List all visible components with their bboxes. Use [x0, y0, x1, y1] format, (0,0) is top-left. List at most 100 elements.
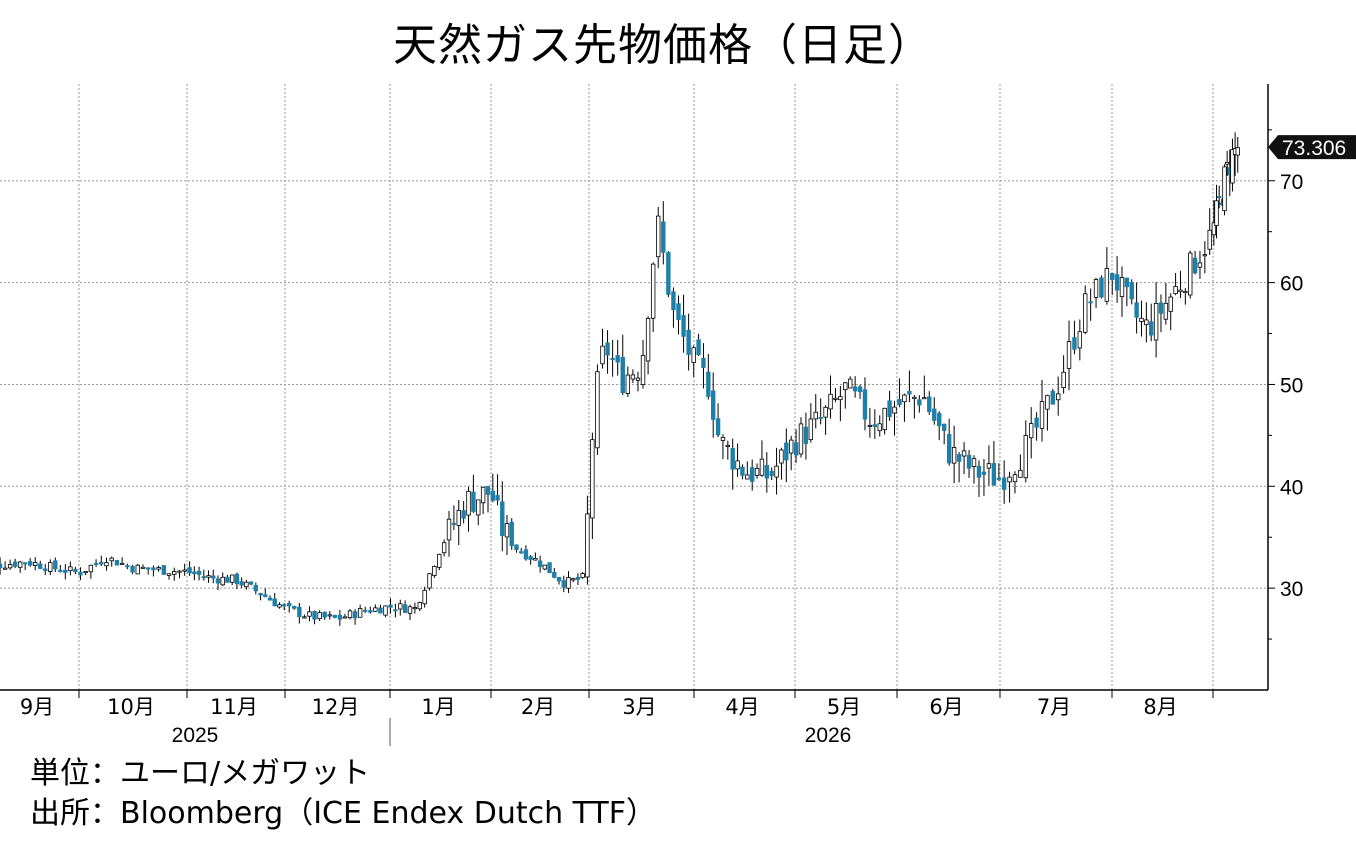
candle-body — [981, 471, 987, 475]
candle-body — [211, 575, 216, 579]
axes: 30 40 50 60 70 9月 10月 11月 12月 1月 2月 3月 4月 5月 6月 7月 8月 202… — [0, 84, 1356, 747]
candle-body — [1034, 417, 1039, 428]
candle-body — [917, 399, 922, 406]
candle-body — [892, 406, 897, 414]
candle-body — [759, 458, 765, 476]
candle-body — [927, 396, 932, 412]
candles — [0, 132, 1240, 626]
candle-body — [610, 358, 615, 361]
candle-body — [774, 465, 779, 478]
candle-body — [691, 347, 696, 363]
candle-body — [862, 389, 868, 420]
source-note: 出所：Bloomberg（ICE Endex Dutch TTF） — [30, 796, 657, 831]
candle-body — [277, 604, 282, 608]
candle-body — [887, 400, 892, 418]
month-label: 1月 — [421, 695, 455, 719]
candle-body — [640, 355, 646, 385]
candle-body — [140, 566, 146, 569]
candle-body — [1207, 229, 1212, 250]
candle-body — [764, 465, 770, 479]
candle-body — [1222, 166, 1227, 212]
candle-body — [83, 571, 88, 574]
candle-body — [412, 607, 418, 610]
candle-body — [784, 442, 789, 461]
y-tick-label: 70 — [1280, 171, 1303, 194]
candle-body — [402, 604, 408, 614]
candle-body — [302, 616, 307, 619]
candle-body — [471, 491, 476, 512]
candle-body — [258, 592, 263, 596]
candle-body — [1134, 302, 1139, 318]
candle-body — [272, 598, 277, 607]
candle-body — [192, 571, 197, 575]
candle-body — [229, 574, 235, 583]
candle-body — [1110, 272, 1115, 280]
candle-body — [951, 447, 957, 464]
candle-body — [17, 561, 23, 568]
month-label: 2月 — [521, 695, 555, 719]
candle-body — [347, 610, 353, 619]
candle-body — [600, 345, 605, 365]
candle-body — [740, 466, 745, 476]
candle-body — [135, 564, 140, 575]
candle-body — [177, 570, 182, 573]
candle-body — [104, 562, 109, 567]
candle-body — [1124, 277, 1130, 288]
candle-body — [427, 573, 432, 589]
candle-body — [337, 614, 343, 620]
candle-body — [1139, 317, 1144, 322]
candle-body — [456, 510, 461, 526]
candle-body — [312, 611, 317, 620]
candle-body — [292, 605, 297, 609]
candle-body — [509, 521, 514, 546]
candle-body — [808, 418, 814, 441]
candle-body — [932, 408, 937, 421]
candle-body — [317, 612, 322, 620]
candle-body — [838, 396, 843, 401]
month-label: 11月 — [210, 695, 258, 719]
candle-body — [1083, 293, 1088, 333]
candle-body — [828, 393, 833, 410]
candle-body — [215, 578, 221, 584]
candle-body — [615, 355, 620, 363]
candle-body — [363, 609, 368, 612]
candle-body — [393, 609, 398, 612]
candle-body — [244, 581, 249, 588]
candle-body — [130, 566, 135, 573]
candle-body — [352, 611, 358, 619]
candle-body — [645, 317, 651, 362]
candle-body — [1192, 257, 1198, 274]
candle-body — [437, 553, 442, 568]
candle-body — [561, 580, 566, 588]
candle-body — [1211, 222, 1217, 236]
candle-body — [1144, 319, 1149, 326]
unit-note: 単位：ユーロ/メガワット — [30, 756, 371, 791]
candle-body — [605, 342, 610, 356]
candle-body — [114, 560, 120, 566]
year-label: 2026 — [805, 724, 852, 747]
candle-body — [22, 562, 28, 565]
candle-body — [373, 607, 378, 612]
candle-body — [267, 597, 273, 601]
candle-body — [1197, 262, 1203, 268]
candle-body — [441, 542, 447, 554]
candle-body — [1050, 390, 1056, 405]
candle-body — [1077, 331, 1083, 349]
candle-body — [253, 585, 259, 592]
candle-body — [749, 467, 755, 482]
candle-body — [706, 371, 711, 397]
candle-body — [1235, 147, 1240, 156]
candle-body — [1104, 268, 1110, 302]
candle-body — [1153, 302, 1159, 341]
candle-body — [547, 562, 552, 574]
y-tick-label: 50 — [1280, 374, 1303, 397]
candle-body — [882, 407, 887, 431]
candle-body — [58, 569, 63, 573]
candle-body — [1183, 291, 1188, 294]
candle-body — [119, 562, 125, 565]
candle-body — [93, 562, 99, 565]
candle-body — [43, 568, 48, 571]
month-label: 3月 — [622, 695, 656, 719]
candle-body — [813, 411, 818, 420]
candle-body — [542, 564, 548, 570]
